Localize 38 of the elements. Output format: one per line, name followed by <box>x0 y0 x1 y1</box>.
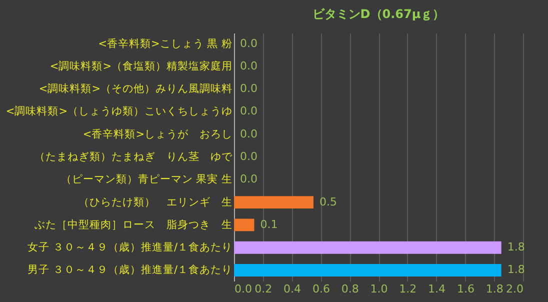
y-tick-label: 男子 ３０～４９（歳）推進量/１食あたり <box>28 263 232 276</box>
data-label: 1.8 <box>507 240 525 254</box>
data-label: 1.8 <box>507 263 525 276</box>
bar <box>234 264 502 276</box>
y-tick-label: （ひらたけ類） エリンギ 生 <box>78 195 232 208</box>
data-label: 0.5 <box>319 195 337 208</box>
x-tick-label: 1.4 <box>428 282 446 296</box>
data-label: 0.0 <box>240 172 258 186</box>
y-tick-label: <調味料類>（食塩類）精製塩家庭用 <box>50 59 232 72</box>
bar <box>234 196 314 209</box>
x-tick-label: 0.8 <box>341 282 359 296</box>
data-label: 0.0 <box>240 104 258 118</box>
y-tick-label: （ピーマン類）青ピーマン 果実 生 <box>60 172 232 186</box>
data-label: 0.0 <box>240 36 258 50</box>
x-tick-label: 1.6 <box>456 282 474 296</box>
x-tick-label: 0.6 <box>312 282 330 296</box>
data-label: 0.0 <box>240 150 258 163</box>
x-tick-label: 0.2 <box>254 282 272 296</box>
data-label: 0.0 <box>240 59 258 72</box>
data-label: 0.0 <box>240 127 258 140</box>
x-tick-label: 0.0 <box>234 282 252 296</box>
y-tick-label: ぶた［中型種肉］ロース 脂身つき 生 <box>34 218 232 231</box>
y-tick-label: <調味料類>（しょうゆ類）こいくちしょうゆ <box>6 104 232 118</box>
bar <box>234 241 502 254</box>
data-label: 0.0 <box>240 82 258 96</box>
y-tick-label: <香辛料類>しょうが おろし <box>82 127 232 140</box>
x-tick-label: 1.8 <box>486 282 504 296</box>
y-tick-label: 女子 ３０～４９（歳）推進量/１食あたり <box>28 240 232 254</box>
data-label: 0.1 <box>260 218 278 231</box>
bar <box>234 218 254 232</box>
chart-title: ビタミンD（0.67μｇ） <box>312 7 445 21</box>
y-tick-label: <調味料類>（その他）みりん風調味料 <box>38 82 232 96</box>
x-tick-label: 2.0 <box>506 282 524 296</box>
y-tick-label: <香辛料類>こしょう 黒 粉 <box>98 36 232 50</box>
x-tick-label: 1.2 <box>399 282 417 296</box>
x-tick-label: 0.4 <box>284 282 302 296</box>
x-tick-label: 1.0 <box>370 282 388 296</box>
y-tick-label: （たまねぎ類）たまねぎ りん茎 ゆで <box>34 150 234 163</box>
